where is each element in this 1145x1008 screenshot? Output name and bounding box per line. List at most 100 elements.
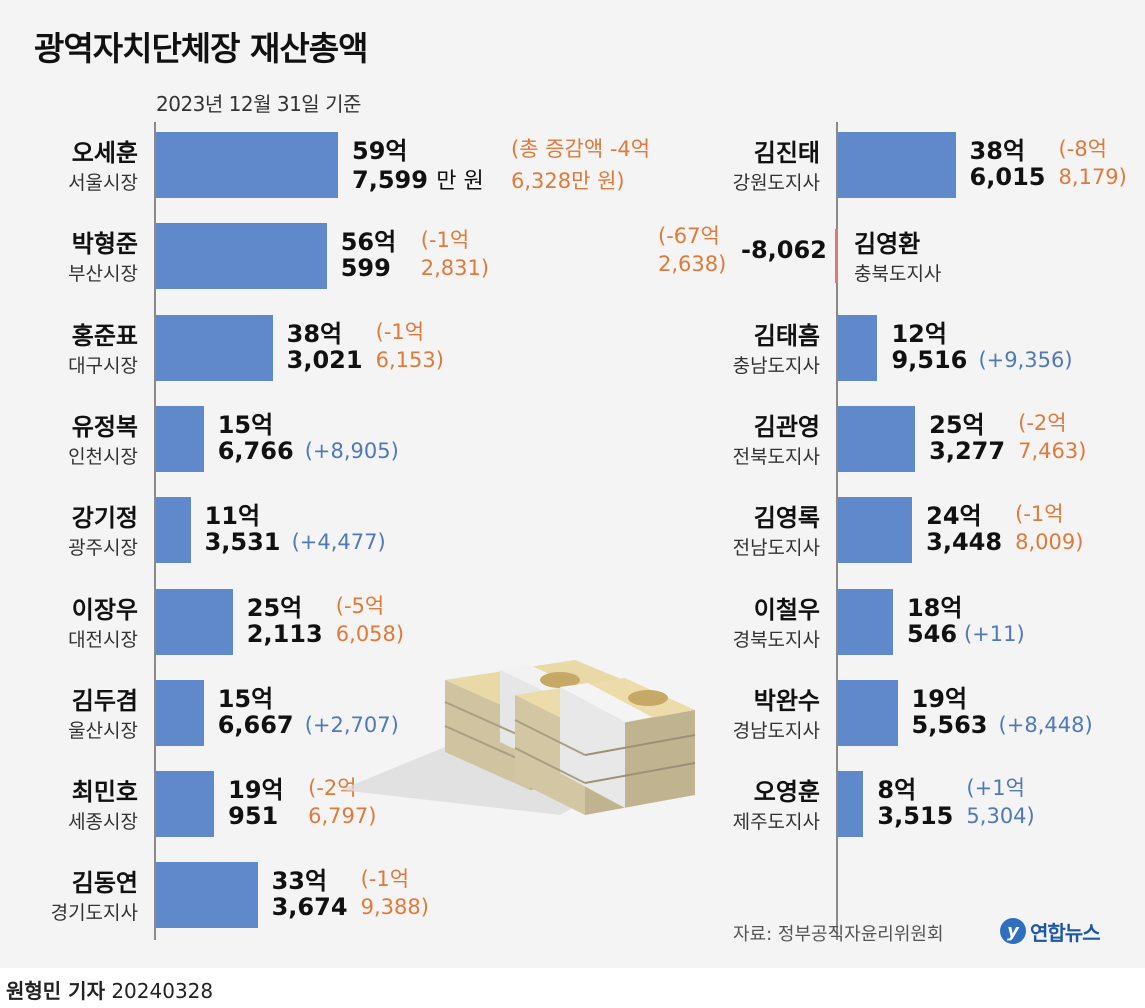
asset-value-man: 3,674 — [272, 893, 348, 921]
change-amount-line1: (-1억 — [420, 228, 470, 253]
asset-value-man: 6,015 — [970, 163, 1046, 191]
asset-value-eok: 18억 — [906, 593, 963, 622]
yonhap-logo-text: 연합뉴스 — [1030, 920, 1101, 945]
bar-label: 김진태 강원도지사 — [636, 132, 820, 198]
official-name: 이철우 — [753, 595, 820, 624]
money-bundle-front — [514, 678, 696, 815]
bar-label: 오세훈 서울시장 — [0, 132, 138, 198]
official-name: 강기정 — [71, 504, 138, 533]
asset-value-man-number: 3,674 — [271, 893, 348, 922]
official-name: 오세훈 — [71, 139, 138, 167]
change-amount-line2: 6,328만 원) — [511, 169, 625, 193]
official-name: 김영록 — [753, 504, 820, 533]
official-title: 경북도지사 — [732, 628, 820, 651]
asset-bar-negative — [835, 229, 838, 284]
official-title: 제주도지사 — [732, 811, 820, 834]
official-name: 김영환 — [854, 230, 921, 259]
change-amount-line2: 6,058) — [335, 621, 405, 646]
chart-subtitle: 2023년 12월 31일 기준 — [156, 92, 361, 116]
change-amount: (+9,356) — [978, 347, 1073, 372]
chart-title: 광역자치단체장 재산총액 — [34, 29, 368, 68]
asset-value-eok: 19억 — [911, 684, 968, 713]
byline-date: 20240328 — [111, 979, 214, 1003]
byline: 원형민 기자 20240328 — [6, 975, 213, 1004]
bar-label: 김두겸 울산시장 — [0, 680, 138, 746]
official-name: 이장우 — [71, 595, 138, 624]
asset-value-man-number: 9,516 — [891, 345, 968, 374]
official-name: 오영훈 — [753, 778, 820, 807]
asset-bar — [156, 862, 258, 929]
official-name: 박형준 — [71, 230, 138, 259]
official-title: 충남도지사 — [732, 354, 820, 377]
asset-value-eok: 25억 — [929, 410, 985, 439]
change-amount-line1: (-5억 — [335, 593, 385, 618]
asset-value-eok: 11억 — [204, 502, 261, 531]
change-amount: (+4,477) — [291, 530, 386, 555]
yonhap-logo: y 연합뉴스 — [1000, 914, 1101, 948]
change-amount: (+2,707) — [304, 712, 399, 737]
official-name: 김태흠 — [753, 321, 820, 350]
asset-bar — [838, 679, 898, 746]
bar-label: 홍준표 대구시장 — [0, 315, 138, 381]
asset-value-man: -8,062 — [741, 236, 827, 265]
change-amount: (+8,905) — [304, 438, 399, 463]
bar-label: 유정복 인천시장 — [0, 406, 138, 472]
asset-value-eok: 56억 — [340, 228, 397, 257]
change-amount-line2: 2,831) — [420, 256, 490, 281]
official-name: 박완수 — [753, 686, 820, 715]
change-amount-line2: 6,797) — [308, 804, 377, 829]
change-amount-line1: (-2억 — [1018, 410, 1067, 435]
official-name: 최민호 — [71, 778, 138, 807]
official-name: 김진태 — [753, 139, 820, 167]
asset-value-man-number: 3,277 — [929, 436, 1006, 465]
asset-value-man: 3,531 — [205, 528, 281, 556]
asset-value-man-number: 951 — [228, 802, 279, 831]
official-title: 경남도지사 — [732, 719, 820, 742]
official-title: 대전시장 — [68, 628, 138, 651]
asset-value-man: 6,766 — [218, 437, 294, 465]
asset-value-eok: 59억 — [352, 137, 408, 165]
change-amount-line1: (-8억 — [1058, 137, 1107, 161]
asset-value-man: 3,448 — [926, 528, 1002, 556]
byline-author: 원형민 기자 — [6, 979, 105, 1003]
official-title: 세종시장 — [68, 811, 138, 834]
asset-value-eok: 25억 — [246, 593, 303, 622]
asset-value-eok: 12억 — [891, 319, 947, 348]
change-amount-line2: 8,179) — [1058, 165, 1127, 189]
asset-value-man-number: 2,113 — [246, 619, 323, 648]
bar-label: 박형준 부산시장 — [0, 223, 138, 289]
official-title: 전남도지사 — [732, 537, 820, 560]
change-amount: (+8,448) — [998, 712, 1093, 737]
change-amount-line1: (총 증감액 -4억 — [511, 137, 651, 161]
asset-value-man-number: 6,015 — [969, 163, 1046, 191]
official-name: 김동연 — [71, 869, 138, 898]
official-title: 광주시장 — [68, 537, 138, 560]
source-note: 자료: 정부공직자윤리위원회 — [733, 924, 944, 945]
change-amount-line2: 8,009) — [1015, 530, 1084, 555]
asset-bar — [156, 223, 327, 290]
asset-bar — [838, 405, 916, 472]
chart-panel: 광역자치단체장 재산총액 2023년 12월 31일 기준 오세훈 서울시장 59억… — [0, 0, 1145, 968]
asset-bar — [838, 588, 893, 655]
asset-value-eok: 8억 — [877, 776, 917, 805]
asset-value-man: 3,021 — [287, 346, 363, 374]
asset-bar — [838, 314, 878, 381]
asset-value-man-number: 3,515 — [877, 802, 954, 831]
asset-value-man: 3,515 — [877, 802, 953, 830]
asset-bar — [156, 405, 204, 472]
asset-value-unit: 만 원 — [436, 169, 484, 194]
asset-value-man-number: 3,448 — [926, 528, 1003, 557]
asset-value-man: 2,113 — [247, 620, 323, 648]
change-amount-line2: 7,463) — [1018, 438, 1087, 463]
asset-bar — [156, 314, 273, 381]
asset-bar — [838, 497, 913, 564]
asset-bar — [156, 497, 191, 564]
official-name: 김관영 — [753, 412, 820, 441]
change-amount-line2: 2,638) — [658, 252, 727, 277]
